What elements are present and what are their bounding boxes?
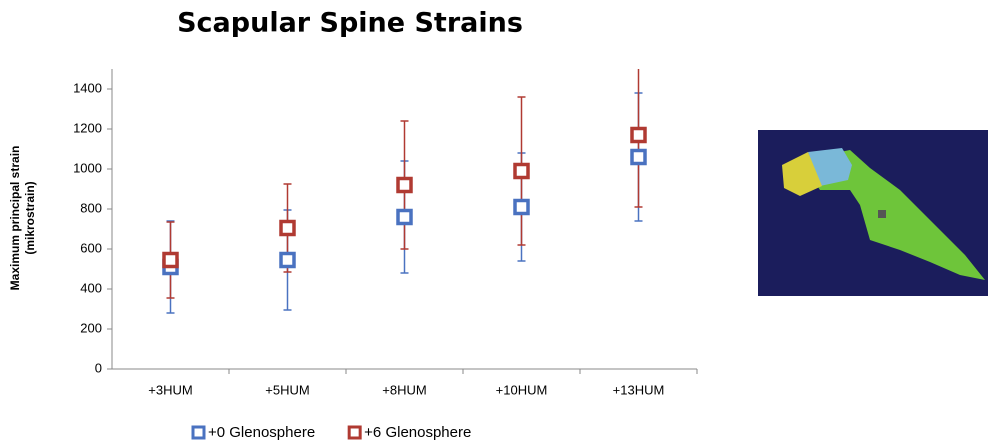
y-tick-label: 800 <box>80 200 102 215</box>
y-axis-label-line: Maximum principal strain <box>8 146 22 291</box>
y-axis-label: Maximum principal strain (mikrostrain) <box>8 146 37 291</box>
legend-swatch <box>191 425 206 440</box>
legend-swatch <box>347 425 362 440</box>
legend-label: +0 Glenosphere <box>208 424 315 441</box>
x-tick-label: +10HUM <box>496 382 548 397</box>
gauge <box>878 210 886 218</box>
marker <box>630 126 647 144</box>
marker <box>279 251 296 269</box>
plot-area: 0 200 400 600 800 1000 1200 1400 +3HUM +5HUM +8HUM… <box>73 69 698 397</box>
legend-label: +6 Glenosphere <box>364 424 471 441</box>
marker <box>396 208 413 226</box>
y-tick-label: 0 <box>95 360 102 375</box>
y-tick-label: 200 <box>80 320 102 335</box>
y-tick-label: 1000 <box>73 160 102 175</box>
y-tick-label: 400 <box>80 280 102 295</box>
x-tick-label: +13HUM <box>613 382 665 397</box>
marker <box>396 176 413 194</box>
marker <box>162 251 179 269</box>
x-tick-label: +5HUM <box>265 382 309 397</box>
marker <box>630 148 647 166</box>
x-tick-label: +3HUM <box>148 382 192 397</box>
y-tick-label: 1400 <box>73 80 102 95</box>
bone-region <box>782 152 822 196</box>
y-tick-label: 600 <box>80 240 102 255</box>
marker <box>513 198 530 216</box>
marker <box>279 219 296 237</box>
bone-region <box>808 148 852 186</box>
marker <box>513 162 530 180</box>
chart-title: Scapular Spine Strains <box>177 8 523 39</box>
x-tick-label: +8HUM <box>382 382 426 397</box>
y-tick-label: 1200 <box>73 120 102 135</box>
scapula-image <box>758 130 988 296</box>
bone-body <box>800 150 985 280</box>
y-axis-label-line: (mikrostrain) <box>23 181 37 254</box>
